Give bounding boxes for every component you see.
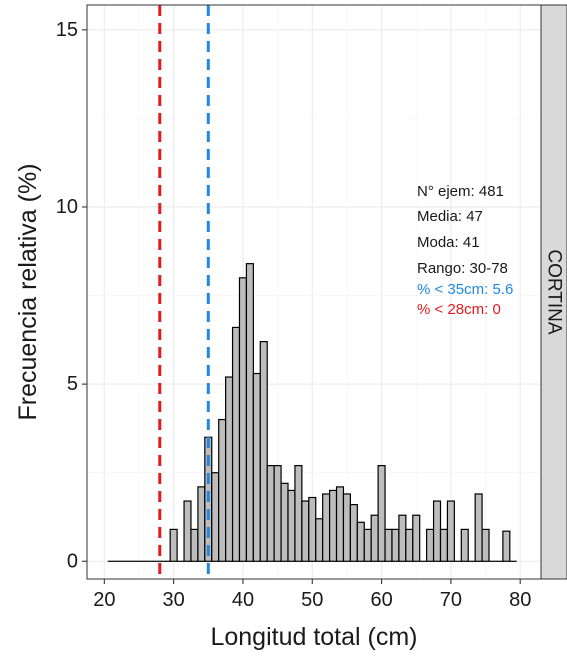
y-tick-label: 15 (56, 19, 78, 41)
facet-strip-label: CORTINA (544, 249, 565, 334)
y-axis-title: Frecuencia relativa (%) (14, 163, 42, 420)
histogram-bar (245, 263, 254, 562)
histogram-bar (502, 530, 511, 562)
reference-lines (158, 5, 210, 579)
x-tick-label: 30 (163, 589, 185, 611)
histogram-bar (439, 528, 449, 562)
histogram-bar (238, 277, 248, 562)
histogram-bar (377, 465, 386, 562)
histogram-bar (481, 528, 490, 562)
x-tick-label: 50 (301, 589, 323, 611)
x-axis-ticks: 20 30 40 50 60 70 80 (93, 579, 531, 611)
y-tick-label: 10 (56, 196, 78, 218)
histogram-bar (266, 465, 275, 562)
histogram-bar (280, 482, 289, 562)
histogram-bar (294, 465, 303, 562)
histogram-bar (356, 521, 365, 562)
histogram-bar (446, 500, 455, 562)
y-tick-label: 0 (67, 550, 78, 572)
histogram-bar (335, 486, 345, 562)
stats-annotations: N° ejem: 481 Media: 47 Moda: 41 Rango: 30-7… (417, 183, 513, 318)
histogram-bar (231, 326, 241, 562)
x-axis-title: Longitud total (cm) (210, 623, 417, 651)
x-tick-label: 80 (509, 589, 531, 611)
histogram-bar (405, 528, 414, 562)
histogram-bar (322, 493, 331, 562)
histogram-bar (384, 528, 393, 562)
facet-strip (540, 4, 567, 580)
histogram-bar (308, 496, 317, 562)
histogram-bar (349, 503, 358, 562)
histogram-bar (190, 528, 199, 562)
y-axis-ticks: 0 5 10 15 (56, 19, 87, 572)
histogram-bar (218, 418, 227, 562)
histogram-bar (426, 528, 435, 562)
histogram-bar (225, 376, 234, 562)
histogram-bar (197, 486, 206, 562)
histogram-bar (432, 500, 442, 562)
histogram-bar (474, 493, 483, 562)
stat-annotation: % < 35cm: 5.6 (417, 281, 513, 298)
histogram-bar (315, 518, 324, 562)
histogram-bar (398, 514, 407, 562)
y-tick-label: 5 (67, 373, 78, 395)
histogram-bar (273, 465, 282, 562)
x-tick-label: 20 (93, 589, 115, 611)
x-tick-label: 60 (370, 589, 392, 611)
histogram-bar (391, 528, 400, 562)
x-tick-label: 40 (232, 589, 254, 611)
histogram-bar (252, 372, 261, 562)
histogram-bar (169, 528, 178, 562)
histogram-bar (301, 500, 310, 562)
histogram-bar (460, 528, 469, 562)
histogram-bar (211, 472, 220, 562)
plot-panel (86, 4, 542, 580)
stat-annotation: Moda: 41 (417, 234, 480, 251)
histogram-bar (183, 500, 192, 562)
histogram-bar (328, 489, 338, 562)
stat-annotation: Rango: 30-78 (417, 260, 508, 277)
histogram-bar (342, 493, 351, 562)
stat-annotation: N° ejem: 481 (417, 183, 504, 200)
histogram-bar (363, 528, 372, 562)
stat-annotation: % < 28cm: 0 (417, 301, 501, 318)
histogram-bar (287, 489, 296, 562)
histogram-bar (370, 514, 379, 562)
histogram-bar (259, 341, 268, 562)
stat-annotation: Media: 47 (417, 208, 483, 225)
histogram-bar (412, 514, 421, 562)
x-tick-label: 70 (440, 589, 462, 611)
